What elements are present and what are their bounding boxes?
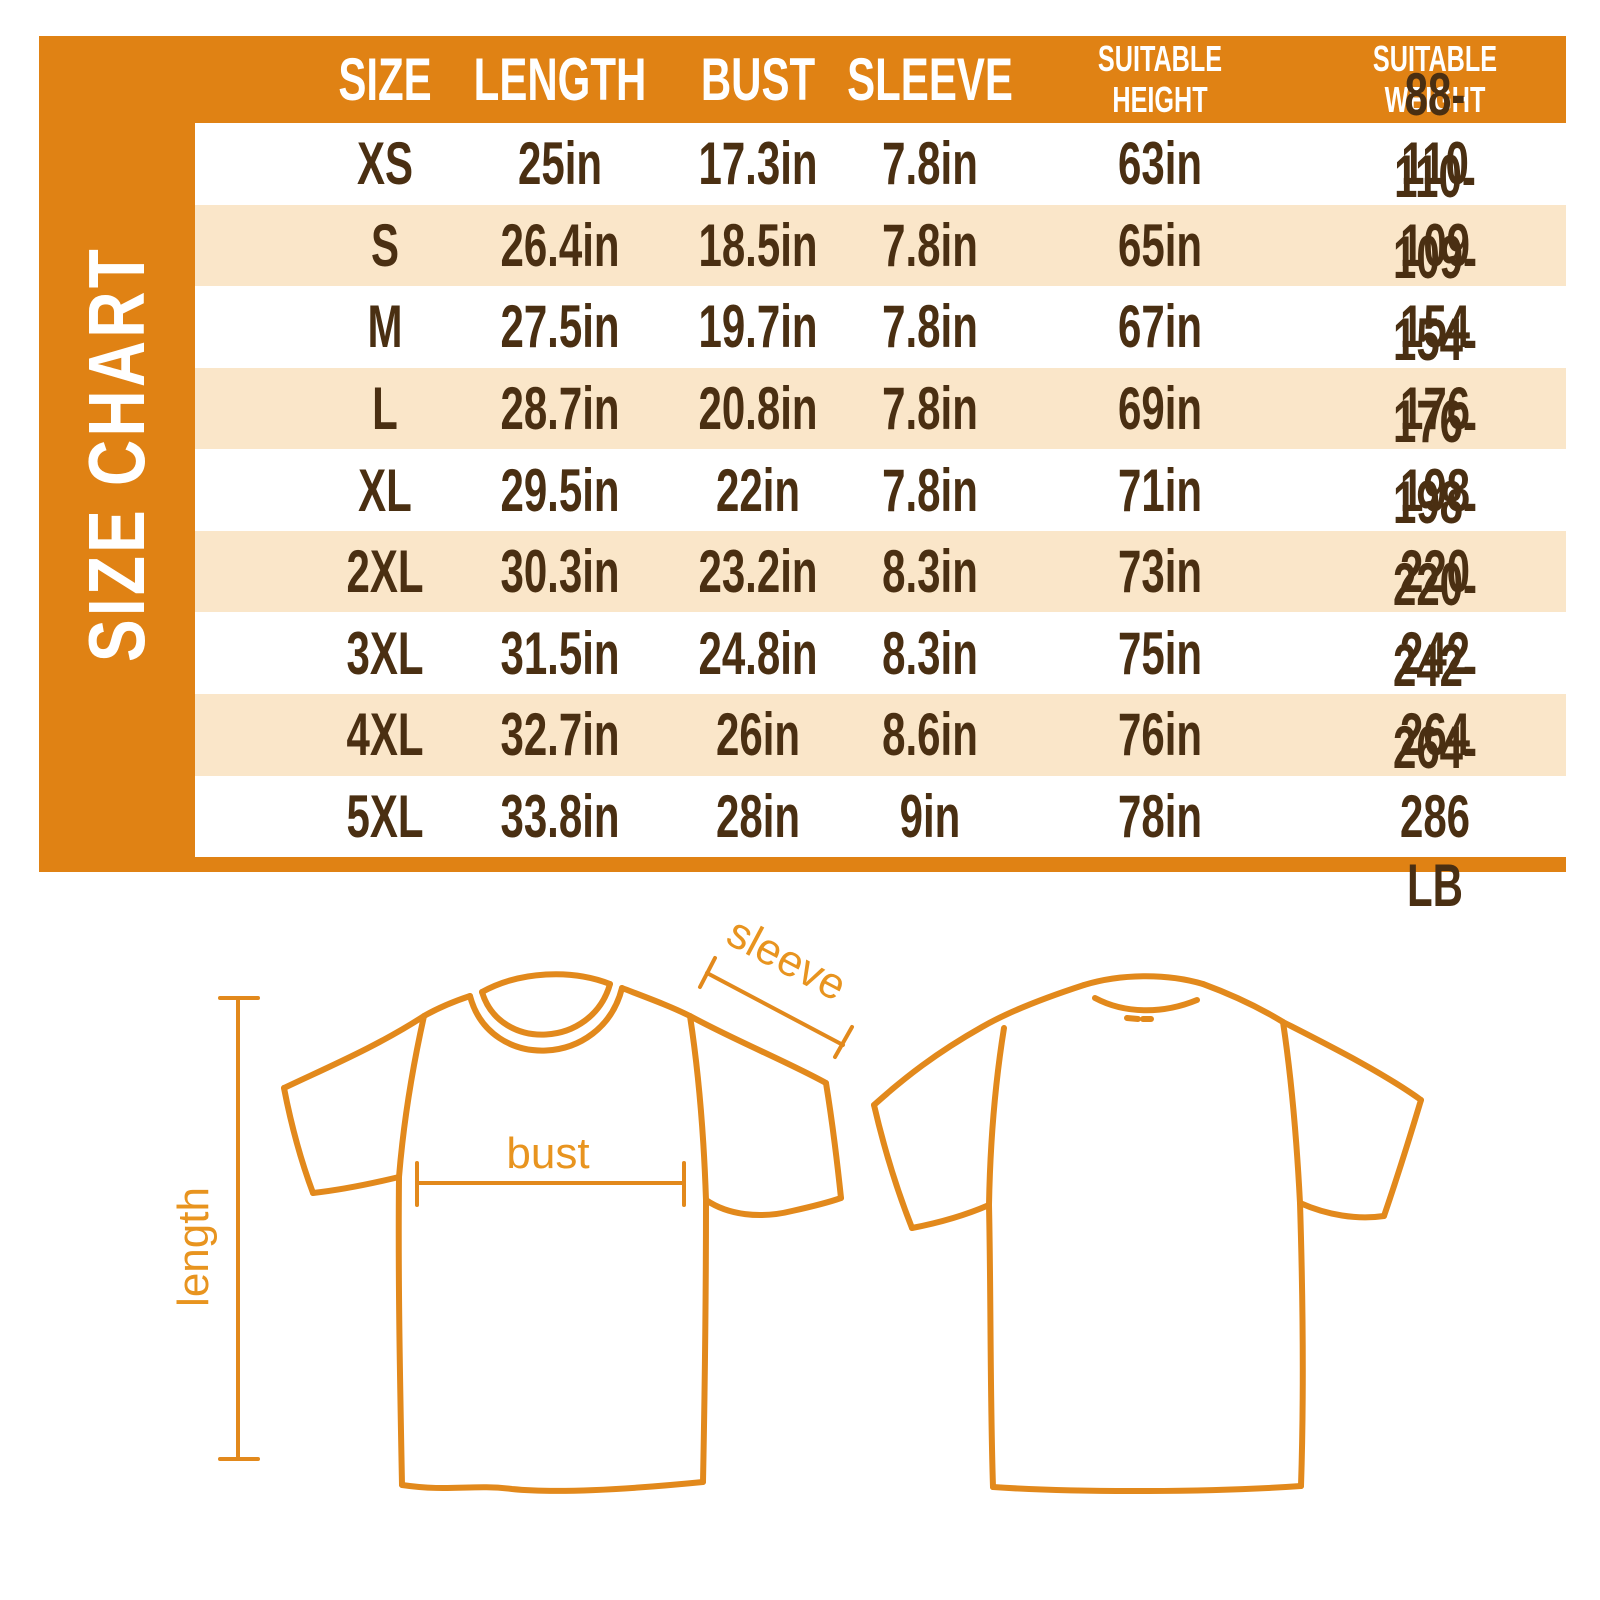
cell-suitable-height: 71in: [1117, 456, 1203, 524]
cell-length: 28.7in: [500, 374, 620, 442]
cell-sleeve: 7.8in: [882, 456, 978, 524]
cell-suitable-height: 73in: [1117, 538, 1203, 606]
cell-sleeve: 7.8in: [882, 374, 978, 442]
table-frame: SIZE CHART SIZE LENGTH BUST SLEEVE SUITA…: [39, 36, 1566, 919]
length-measure-line: [218, 996, 260, 1461]
table-body: XS 25in 17.3in 7.8in 63in 88-110 LB S 26…: [195, 61, 1566, 919]
cell-sleeve: 8.6in: [882, 701, 978, 769]
sidebar: SIZE CHART: [39, 36, 195, 872]
back-shirt-outline: [871, 973, 1424, 1495]
cell-length: 33.8in: [500, 782, 620, 850]
column-header-sleeve: SLEEVE: [847, 46, 1013, 113]
table-row: 4XL 32.7in 26in 8.6in 76in 242-264 LB: [195, 632, 1566, 837]
cell-size: 5XL: [346, 782, 424, 850]
table-row: XL 29.5in 22in 7.8in 71in 176-198 LB: [195, 388, 1566, 593]
cell-suitable-height: 75in: [1117, 619, 1203, 687]
cell-size: M: [367, 293, 403, 361]
table-header: SIZE LENGTH BUST SLEEVE SUITABLE HEIGHT …: [195, 36, 1566, 123]
cell-sleeve: 8.3in: [882, 538, 978, 606]
cell-length: 25in: [517, 130, 603, 198]
cell-length: 26.4in: [500, 211, 620, 279]
cell-sleeve: 7.8in: [882, 211, 978, 279]
column-header-suitable-weight: SUITABLE WEIGHT: [1372, 38, 1498, 120]
cell-suitable-height: 78in: [1117, 782, 1203, 850]
cell-size: L: [372, 374, 398, 442]
column-header-length: LENGTH: [473, 46, 647, 113]
table-row: L 28.7in 20.8in 7.8in 69in 154-176 LB: [195, 306, 1566, 511]
cell-suitable-height: 63in: [1117, 130, 1203, 198]
cell-bust: 23.2in: [698, 538, 818, 606]
sidebar-title: SIZE CHART: [72, 246, 161, 662]
cell-bust: 22in: [715, 456, 801, 524]
cell-bust: 26in: [715, 701, 801, 769]
cell-suitable-height: 76in: [1117, 701, 1203, 769]
table-row: S 26.4in 18.5in 7.8in 65in 110-109 LB: [195, 143, 1566, 348]
cell-size: 3XL: [346, 619, 424, 687]
cell-suitable-height: 69in: [1117, 374, 1203, 442]
cell-size: 2XL: [346, 538, 424, 606]
cell-length: 32.7in: [500, 701, 620, 769]
label-sleeve: sleeve: [719, 908, 854, 1011]
cell-bust: 17.3in: [698, 130, 818, 198]
cell-bust: 19.7in: [698, 293, 818, 361]
cell-sleeve: 8.3in: [882, 619, 978, 687]
cell-size: S: [370, 211, 400, 279]
cell-suitable-height: 67in: [1117, 293, 1203, 361]
column-header-size: SIZE: [338, 46, 432, 113]
measurement-diagram: length bust sleeve: [169, 908, 1424, 1495]
front-shirt-outline: [281, 971, 844, 1494]
cell-size: 4XL: [346, 701, 424, 769]
cell-length: 30.3in: [500, 538, 620, 606]
cell-bust: 24.8in: [698, 619, 818, 687]
sleeve-measure-line: [698, 956, 854, 1059]
table-row: 5XL 33.8in 28in 9in 78in 264-286 LB: [195, 714, 1566, 919]
cell-suitable-weight: 264-286 LB: [1393, 714, 1477, 919]
cell-sleeve: 7.8in: [882, 293, 978, 361]
cell-sleeve: 7.8in: [882, 130, 978, 198]
label-length: length: [169, 1187, 218, 1307]
cell-suitable-height: 65in: [1117, 211, 1203, 279]
cell-length: 31.5in: [500, 619, 620, 687]
cell-length: 27.5in: [500, 293, 620, 361]
bust-measure-line: [415, 1161, 686, 1207]
table-row: XS 25in 17.3in 7.8in 63in 88-110 LB: [195, 61, 1566, 266]
table-row: 3XL 31.5in 24.8in 8.3in 75in 220-242 LB: [195, 551, 1566, 756]
cell-bust: 20.8in: [698, 374, 818, 442]
cell-size: XL: [358, 456, 412, 524]
column-header-suitable-height: SUITABLE HEIGHT: [1097, 38, 1223, 120]
cell-size: XS: [356, 130, 414, 198]
column-header-bust: BUST: [700, 46, 816, 113]
table-row: 2XL 30.3in 23.2in 8.3in 73in 198-220 LB: [195, 469, 1566, 674]
label-bust: bust: [506, 1129, 589, 1178]
cell-bust: 18.5in: [698, 211, 818, 279]
cell-length: 29.5in: [500, 456, 620, 524]
cell-sleeve: 9in: [899, 782, 961, 850]
table-row: M 27.5in 19.7in 7.8in 67in 109-154 LB: [195, 224, 1566, 429]
cell-bust: 28in: [715, 782, 801, 850]
